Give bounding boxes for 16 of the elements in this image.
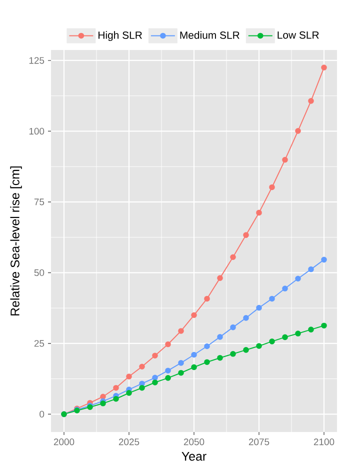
x-tick-label: 2050 bbox=[184, 438, 204, 446]
x-tick-label: 2100 bbox=[314, 438, 334, 446]
x-tick-label: 2025 bbox=[118, 438, 140, 446]
x-axis-title: Year bbox=[182, 452, 206, 461]
legend-label: Low SLR bbox=[278, 31, 319, 39]
y-tick-label: 75 bbox=[34, 198, 44, 206]
y-axis-title: Relative Sea-level rise [cm] bbox=[10, 166, 22, 316]
y-tick-label: 125 bbox=[29, 57, 44, 64]
y-tick-label: 100 bbox=[29, 128, 44, 135]
x-tick-label: 2075 bbox=[248, 438, 270, 446]
x-tick-label: 2000 bbox=[54, 438, 74, 446]
legend-label: High SLR bbox=[98, 31, 142, 41]
y-tick-label: 50 bbox=[34, 269, 44, 276]
y-tick-label: 25 bbox=[34, 340, 44, 347]
legend-label: Medium SLR bbox=[180, 31, 240, 39]
y-tick-label: 0 bbox=[40, 410, 44, 418]
